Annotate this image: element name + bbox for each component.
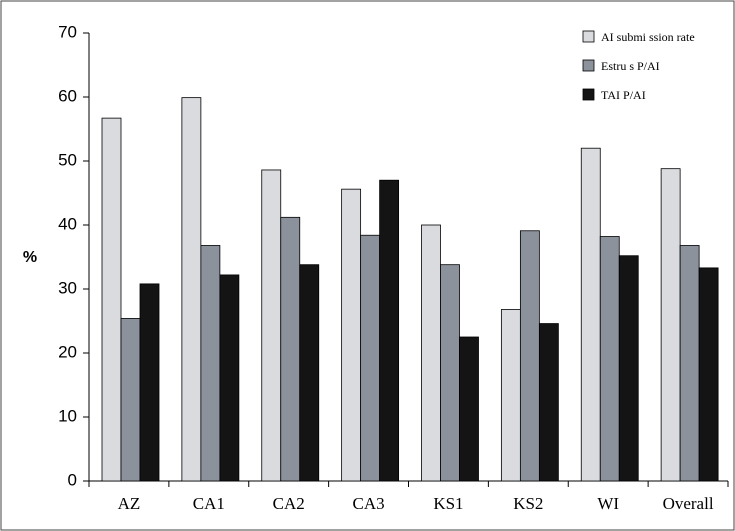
bar-ca1-series-1 [181,97,202,482]
bar-overall-series-2 [679,245,700,482]
y-tick-label: 20 [58,342,77,361]
y-tick-label: 40 [58,214,77,233]
bar-az-series-3 [139,283,160,482]
bar-ks1-series-2 [440,264,460,482]
bar-overall-series-3 [698,267,719,482]
bars [101,97,719,482]
bar-ks2-series-1 [500,309,521,482]
bar-ca2-series-2 [280,216,301,482]
y-tick-label: 0 [68,470,77,489]
bar-ca3-series-1 [341,188,362,482]
legend-label: Estru s P/AI [601,59,660,73]
bar-ca2-series-3 [299,264,320,482]
bar-ca3-series-3 [379,179,400,482]
y-axis: 0 10 20 30 40 50 60 70 [58,22,90,489]
x-tick-label: CA1 [193,494,225,513]
legend: AI submi ssion rate Estru s P/AI TAI P/AI [582,30,695,102]
x-tick-label: KS1 [433,494,463,513]
bar-overall-series-1 [660,168,681,482]
y-tick-label: 50 [58,150,77,169]
bar-ca2-series-1 [261,169,282,482]
x-tick-label: WI [597,494,619,513]
legend-swatch [582,59,595,72]
y-tick-label: 10 [58,406,77,425]
bar-az-series-1 [101,117,122,482]
y-tick-label: 70 [58,22,77,41]
bar-ca3-series-2 [360,234,381,482]
y-tick-label: 30 [58,278,77,297]
y-tick-label: 60 [58,86,77,105]
x-tick-label: CA2 [273,494,305,513]
bar-wi-series-1 [580,147,601,482]
legend-swatch [582,88,595,101]
bar-ca1-series-2 [200,245,221,482]
legend-label: TAI P/AI [601,88,646,102]
bar-ks2-series-3 [538,323,559,482]
legend-swatch [582,30,595,43]
bar-ks1-series-1 [421,224,441,482]
legend-label: AI submi ssion rate [601,30,695,44]
x-tick-label: Overall [663,494,714,513]
x-tick-label: AZ [118,494,141,513]
bar-ks1-series-3 [459,336,479,482]
y-axis-label: % [23,249,37,266]
bar-ks2-series-2 [519,230,540,482]
bar-az-series-2 [120,318,141,482]
x-tick-label: CA3 [353,494,385,513]
x-tick-label: KS2 [513,494,543,513]
bar-ca1-series-3 [219,274,240,482]
bar-wi-series-2 [599,236,620,482]
bar-wi-series-3 [618,255,639,482]
